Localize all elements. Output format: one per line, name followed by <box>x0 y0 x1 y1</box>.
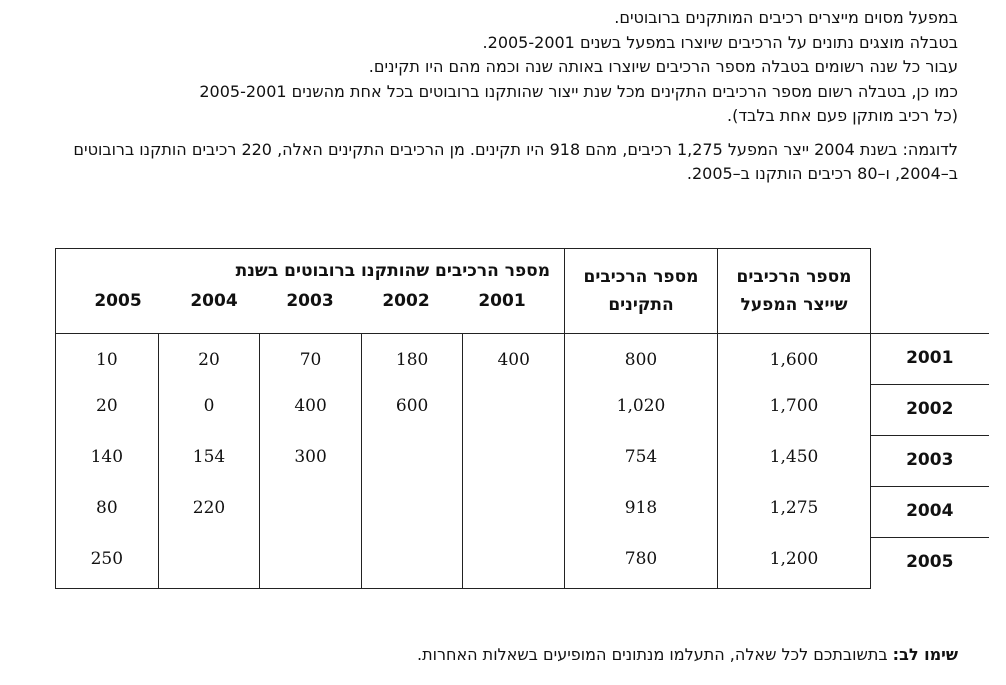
installed-cell <box>360 486 463 538</box>
table-row: 2003 1,450 754 300 154 140 <box>55 435 989 487</box>
installed-cell: 180 <box>360 333 463 385</box>
header-valid: מספר הרכיבים התקינים <box>564 248 718 334</box>
valid-cell: 918 <box>564 486 718 538</box>
header-installed-group: מספר הרכיבים שהותקנו ברובוטים בשנת 2001 … <box>55 248 565 334</box>
note: שימו לב: בתשובתכם לכל שאלה, התעלמו מנתונ… <box>40 645 958 664</box>
row-year: 2003 <box>870 435 989 487</box>
intro-line-5: (כל רכיב מותקן פעם אחת בלבד). <box>727 106 958 125</box>
installed-cell <box>462 537 565 589</box>
produced-cell: 1,700 <box>717 384 871 436</box>
valid-cell: 780 <box>564 537 718 589</box>
install-year-header: 2002 <box>382 291 430 311</box>
install-year-header: 2003 <box>286 291 334 311</box>
installed-cell <box>462 486 565 538</box>
install-years-row: 2001 2002 2003 2004 2005 <box>70 291 550 311</box>
installed-cell: 400 <box>259 384 362 436</box>
intro-line-1: במפעל מסוים מייצרים רכיבים המותקנים ברוב… <box>614 8 958 27</box>
table-header-row: מספר הרכיבים שייצר המפעל מספר הרכיבים הת… <box>55 248 989 334</box>
installed-cell <box>360 435 463 487</box>
installed-cell: 600 <box>360 384 463 436</box>
produced-cell: 1,200 <box>717 537 871 589</box>
installed-cell <box>157 537 260 589</box>
installed-cell <box>259 486 362 538</box>
installed-cell: 250 <box>55 537 159 589</box>
intro-line-4: כמו כן, בטבלה רשום מספר הרכיבים התקינים … <box>199 81 958 101</box>
row-year: 2005 <box>870 537 989 589</box>
install-year-header: 2004 <box>190 291 238 311</box>
table-row: 2001 1,600 800 400 180 70 20 10 <box>55 333 989 385</box>
installed-cell <box>259 537 362 589</box>
valid-cell: 1,020 <box>564 384 718 436</box>
installed-cell: 70 <box>259 333 362 385</box>
produced-cell: 1,275 <box>717 486 871 538</box>
intro-line-2: בטבלה מוצגים נתונים על הרכיבים שיוצרו במ… <box>482 32 958 52</box>
header-installed-title: מספר הרכיבים שהותקנו ברובוטים בשנת <box>235 261 550 281</box>
valid-cell: 800 <box>564 333 718 385</box>
install-year-header: 2001 <box>478 291 526 311</box>
produced-cell: 1,600 <box>717 333 871 385</box>
installed-cell <box>360 537 463 589</box>
intro-text: במפעל מסוים מייצרים רכיבים המותקנים ברוב… <box>40 6 958 187</box>
installed-cell: 220 <box>157 486 260 538</box>
install-year-header: 2005 <box>94 291 142 311</box>
installed-cell: 80 <box>55 486 159 538</box>
header-produced: מספר הרכיבים שייצר המפעל <box>717 248 871 334</box>
produced-cell: 1,450 <box>717 435 871 487</box>
installed-cell: 20 <box>55 384 159 436</box>
header-corner <box>871 249 989 334</box>
table-row: 2002 1,700 1,020 600 400 0 20 <box>55 384 989 436</box>
components-table: מספר הרכיבים שייצר המפעל מספר הרכיבים הת… <box>55 248 989 589</box>
installed-cell: 10 <box>55 333 159 385</box>
installed-cell: 0 <box>157 384 260 436</box>
installed-cell: 300 <box>259 435 362 487</box>
installed-cell: 140 <box>55 435 159 487</box>
note-text: בתשובתכם לכל שאלה, התעלמו מנתונים המופיע… <box>417 645 893 664</box>
row-year: 2004 <box>870 486 989 538</box>
note-label: שימו לב: <box>892 645 958 664</box>
table-row: 2004 1,275 918 220 80 <box>55 486 989 538</box>
valid-cell: 754 <box>564 435 718 487</box>
row-year: 2002 <box>870 384 989 436</box>
table-row: 2005 1,200 780 250 <box>55 537 989 589</box>
installed-cell <box>462 384 565 436</box>
row-year: 2001 <box>870 333 989 385</box>
intro-line-3: עבור כל שנה רשומים בטבלה מספר הרכיבים שי… <box>368 57 958 76</box>
installed-cell: 20 <box>157 333 260 385</box>
intro-example: לדוגמה: בשנת 2004 ייצר המפעל 1,275 רכיבי… <box>73 139 958 184</box>
installed-cell: 400 <box>462 333 565 385</box>
installed-cell: 154 <box>157 435 260 487</box>
installed-cell <box>462 435 565 487</box>
